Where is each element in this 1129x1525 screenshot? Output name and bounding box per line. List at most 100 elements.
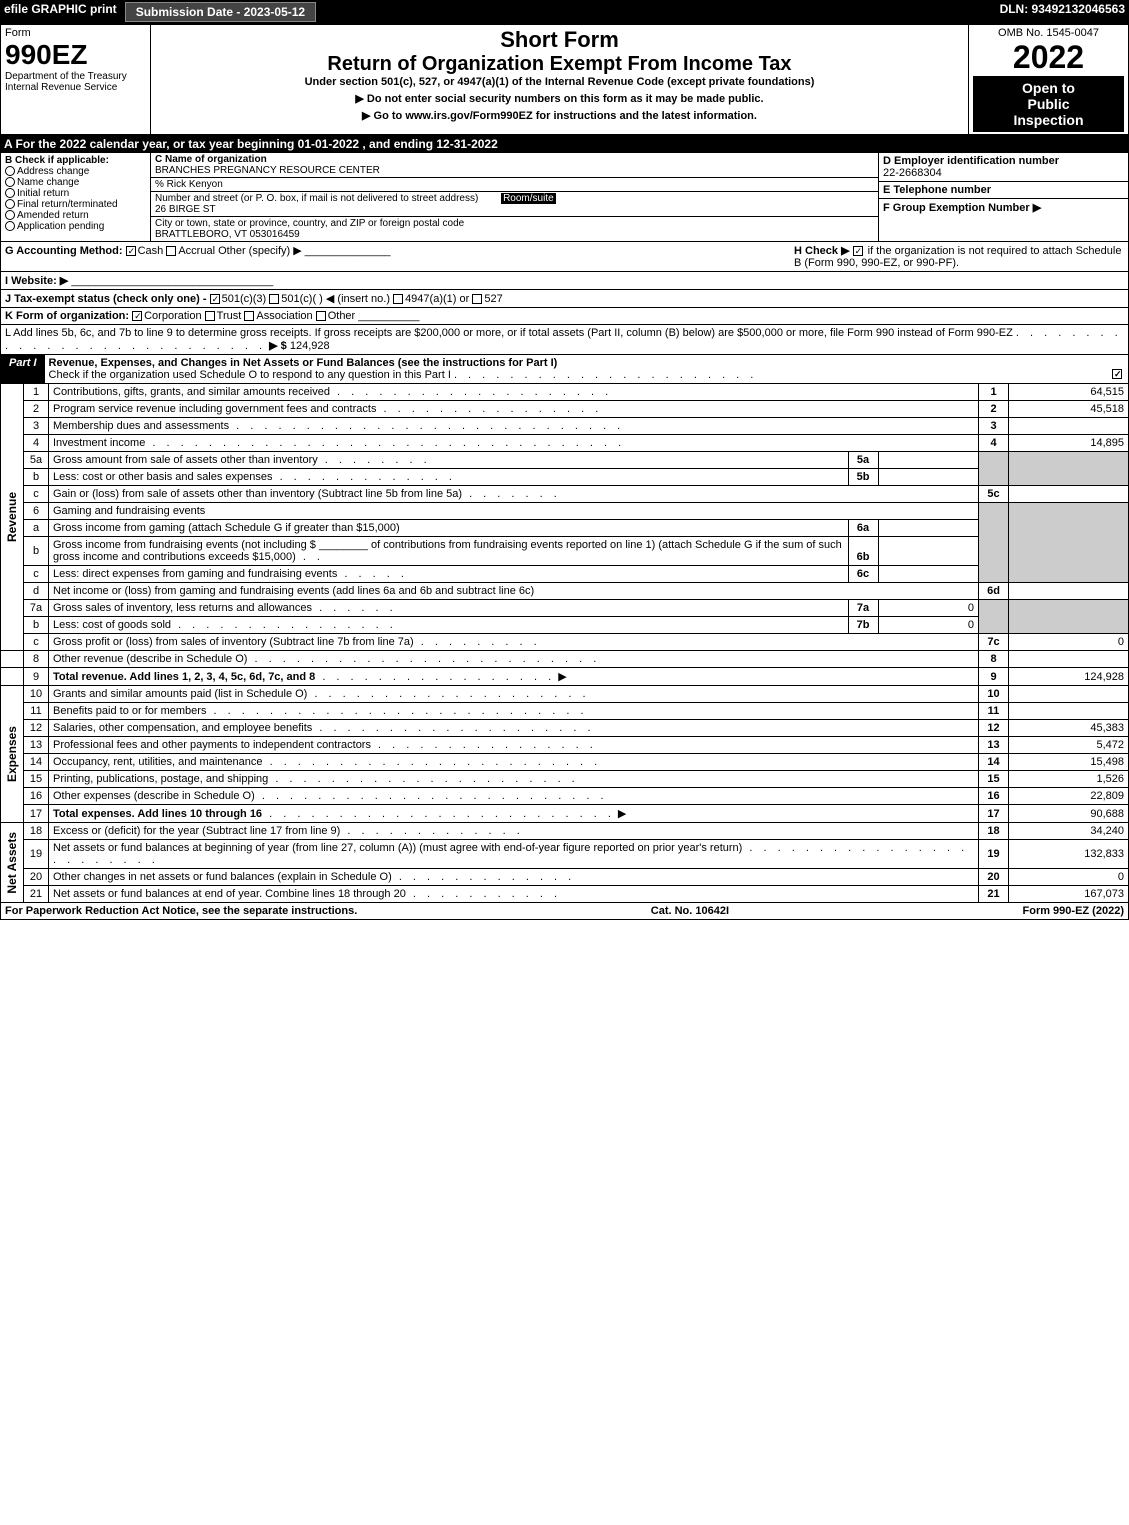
line-a: A For the 2022 calendar year, or tax yea… <box>0 135 1129 153</box>
l20-val: 0 <box>1009 869 1129 886</box>
l6a-val <box>878 520 978 536</box>
k-opt1: Corporation <box>144 310 201 322</box>
b-opt-5: Amended return <box>5 210 146 221</box>
l4-val: 14,895 <box>1009 435 1129 452</box>
b-opt-2: Name change <box>5 177 146 188</box>
g-label: G Accounting Method: <box>5 245 123 257</box>
l6a-desc: Gross income from gaming (attach Schedul… <box>53 522 400 534</box>
dept-treasury: Department of the Treasury <box>5 71 146 82</box>
j-501c-check <box>269 294 279 304</box>
l10-val <box>1009 686 1129 703</box>
city-label: City or town, state or province, country… <box>155 218 464 229</box>
j-501c3-check <box>210 294 220 304</box>
part-i-title: Revenue, Expenses, and Changes in Net As… <box>49 357 558 369</box>
j-label: J Tax-exempt status (check only one) - <box>5 293 207 305</box>
l6c-val <box>878 566 978 582</box>
part-i-checkbox <box>1112 369 1122 379</box>
page-footer: For Paperwork Reduction Act Notice, see … <box>0 903 1129 920</box>
k-opt4: Other <box>328 310 356 322</box>
l3-desc: Membership dues and assessments <box>53 420 229 432</box>
l11-val <box>1009 703 1129 720</box>
l5b-val <box>878 469 978 485</box>
directive-2: ▶ Go to www.irs.gov/Form990EZ for instru… <box>155 109 964 122</box>
l1-val: 64,515 <box>1009 384 1129 401</box>
b-label: B Check if applicable: <box>5 155 146 166</box>
h-label: H Check ▶ <box>794 245 850 257</box>
return-title: Return of Organization Exempt From Incom… <box>155 53 964 76</box>
street-label: Number and street (or P. O. box, if mail… <box>155 193 478 204</box>
l8-desc: Other revenue (describe in Schedule O) <box>53 653 247 665</box>
l10-desc: Grants and similar amounts paid (list in… <box>53 688 307 700</box>
l15-desc: Printing, publications, postage, and shi… <box>53 773 268 785</box>
row-j: J Tax-exempt status (check only one) - 5… <box>0 290 1129 308</box>
short-form-title: Short Form <box>155 27 964 53</box>
omb-number: OMB No. 1545-0047 <box>973 27 1124 39</box>
open-3: Inspection <box>977 112 1120 128</box>
l7a-val: 0 <box>878 600 978 616</box>
open-2: Public <box>977 96 1120 112</box>
column-c: C Name of organization BRANCHES PREGNANC… <box>151 153 878 241</box>
l16-val: 22,809 <box>1009 788 1129 805</box>
b-opt-3: Initial return <box>5 188 146 199</box>
footer-right: Form 990-EZ (2022) <box>1023 905 1124 917</box>
l5c-desc: Gain or (loss) from sale of assets other… <box>53 488 462 500</box>
l6c-desc: Less: direct expenses from gaming and fu… <box>53 568 337 580</box>
l4-desc: Investment income <box>53 437 145 449</box>
accrual-check <box>166 246 176 256</box>
section-bcdef: B Check if applicable: Address change Na… <box>0 153 1129 242</box>
efile-label: efile GRAPHIC print <box>4 2 117 22</box>
netassets-table: Net Assets 18Excess or (deficit) for the… <box>0 823 1129 903</box>
city: BRATTLEBORO, VT 053016459 <box>155 229 300 240</box>
l2-val: 45,518 <box>1009 401 1129 418</box>
l19-val: 132,833 <box>1009 840 1129 869</box>
e-label: E Telephone number <box>883 184 1124 196</box>
street: 26 BIRGE ST <box>155 204 216 215</box>
b-opt-4: Final return/terminated <box>5 199 146 210</box>
j-opt2: 501(c)( ) ◀ (insert no.) <box>281 293 390 305</box>
h-check <box>853 246 863 256</box>
l13-val: 5,472 <box>1009 737 1129 754</box>
row-gh: G Accounting Method: Cash Accrual Other … <box>0 242 1129 272</box>
top-bar: efile GRAPHIC print Submission Date - 20… <box>0 0 1129 24</box>
k-opt3: Association <box>256 310 312 322</box>
k-assoc-check <box>244 311 254 321</box>
j-opt3: 4947(a)(1) or <box>405 293 469 305</box>
form-number: 990EZ <box>5 39 146 71</box>
j-opt4: 527 <box>484 293 502 305</box>
l16-desc: Other expenses (describe in Schedule O) <box>53 790 255 802</box>
k-label: K Form of organization: <box>5 310 129 322</box>
l2-desc: Program service revenue including govern… <box>53 403 376 415</box>
j-527-check <box>472 294 482 304</box>
room-label: Room/suite <box>501 193 556 204</box>
l-text: L Add lines 5b, 6c, and 7b to line 9 to … <box>5 327 1013 339</box>
l17-val: 90,688 <box>1009 805 1129 823</box>
l7a-desc: Gross sales of inventory, less returns a… <box>53 602 312 614</box>
part-i-check: Check if the organization used Schedule … <box>49 369 451 381</box>
l7b-val: 0 <box>878 617 978 633</box>
expenses-table: Expenses 10Grants and similar amounts pa… <box>0 686 1129 823</box>
l7c-val: 0 <box>1009 634 1129 651</box>
l-arrow: ▶ $ <box>269 340 287 352</box>
l18-val: 34,240 <box>1009 823 1129 840</box>
l20-desc: Other changes in net assets or fund bala… <box>53 871 392 883</box>
cash-check <box>126 246 136 256</box>
k-trust-check <box>205 311 215 321</box>
dln: DLN: 93492132046563 <box>1000 2 1125 22</box>
l12-desc: Salaries, other compensation, and employ… <box>53 722 312 734</box>
open-inspection-box: Open to Public Inspection <box>973 76 1124 132</box>
l5a-desc: Gross amount from sale of assets other t… <box>53 454 318 466</box>
netassets-label: Net Assets <box>5 832 19 894</box>
l-val: 124,928 <box>290 340 330 352</box>
l6-desc: Gaming and fundraising events <box>49 503 979 520</box>
l17-desc: Total expenses. Add lines 10 through 16 <box>53 808 262 820</box>
l14-desc: Occupancy, rent, utilities, and maintena… <box>53 756 263 768</box>
l6d-val <box>1009 583 1129 600</box>
c-name-label: C Name of organization <box>155 154 267 165</box>
l5c-val <box>1009 486 1129 503</box>
part-i-label: Part I <box>1 355 45 383</box>
l9-desc: Total revenue. Add lines 1, 2, 3, 4, 5c,… <box>53 671 315 683</box>
l21-val: 167,073 <box>1009 886 1129 903</box>
l18-desc: Excess or (deficit) for the year (Subtra… <box>53 825 340 837</box>
b-opt-6: Application pending <box>5 221 146 232</box>
l15-val: 1,526 <box>1009 771 1129 788</box>
